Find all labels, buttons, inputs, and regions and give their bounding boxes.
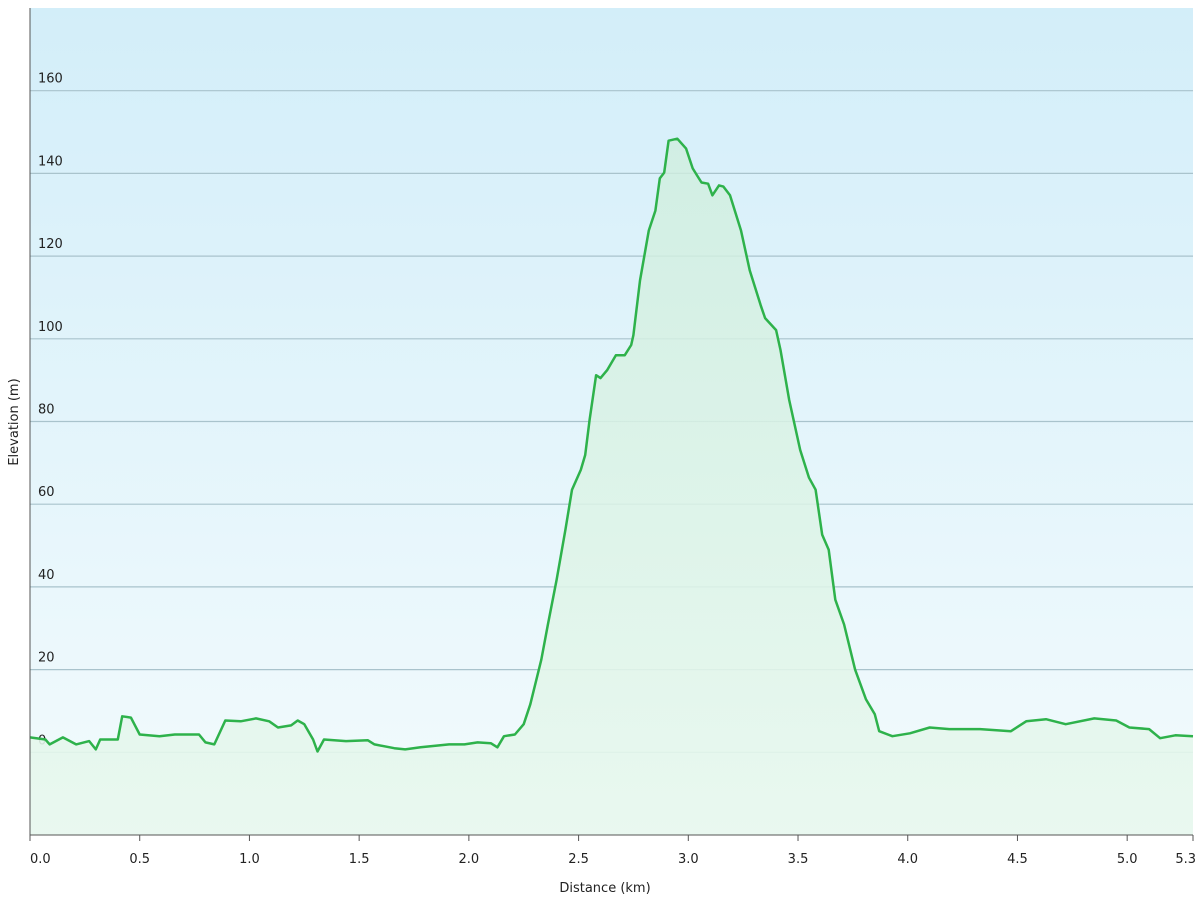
x-tick-label: 5.3 bbox=[1175, 852, 1196, 867]
x-tick-label: 3.0 bbox=[678, 852, 699, 867]
x-tick-label: 1.5 bbox=[349, 852, 370, 867]
x-axis-title: Distance (km) bbox=[559, 881, 650, 896]
y-tick-label: 140 bbox=[38, 154, 63, 169]
elevation-line bbox=[29, 137, 1194, 753]
y-tick-label: 60 bbox=[38, 485, 55, 500]
x-tick-label: 0.5 bbox=[129, 852, 150, 867]
x-tick-label: 2.5 bbox=[568, 852, 589, 867]
x-tick-label: 5.0 bbox=[1117, 852, 1138, 867]
y-tick-label: 20 bbox=[38, 651, 55, 666]
x-tick-label: 4.5 bbox=[1007, 852, 1028, 867]
x-tick-label: 2.0 bbox=[459, 852, 480, 867]
elevation-area bbox=[30, 138, 1193, 835]
y-tick-label: 120 bbox=[38, 237, 63, 252]
y-tick-label: 160 bbox=[38, 72, 63, 87]
x-tick-label: 1.0 bbox=[239, 852, 260, 867]
y-tick-label: 100 bbox=[38, 320, 63, 335]
x-tick-label: 0.0 bbox=[30, 852, 51, 867]
x-tick-label: 4.0 bbox=[897, 852, 918, 867]
y-tick-label: 80 bbox=[38, 403, 55, 418]
y-tick-label: 40 bbox=[38, 568, 55, 583]
x-tick-label: 3.5 bbox=[788, 852, 809, 867]
y-axis-title: Elevation (m) bbox=[7, 378, 22, 465]
